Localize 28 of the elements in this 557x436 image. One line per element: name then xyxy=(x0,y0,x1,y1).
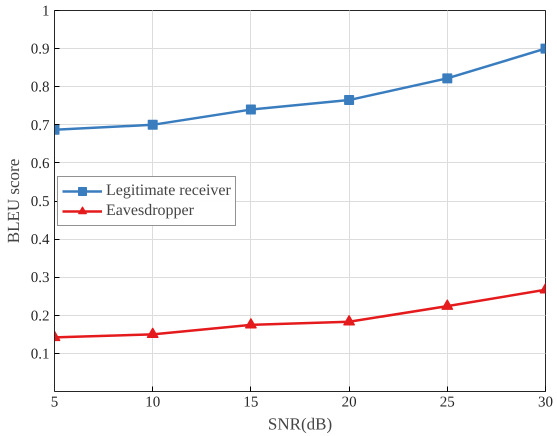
point xyxy=(246,104,256,115)
x-tick-label: 25 xyxy=(440,394,455,410)
x-axis-title: SNR(dB) xyxy=(268,414,332,434)
y-axis-title: BLEU score xyxy=(4,158,23,244)
y-tick-label: 0.3 xyxy=(30,270,50,286)
y-tick-label: 0.4 xyxy=(30,232,50,248)
y-tick-label: 0.9 xyxy=(30,42,50,58)
y-tick-label: 0.2 xyxy=(30,308,50,324)
x-tick-label: 30 xyxy=(538,394,553,410)
legend-label: Legitimate receiver xyxy=(106,182,231,200)
point xyxy=(441,299,454,310)
y-tick-label: 1 xyxy=(42,4,50,20)
x-tick-label: 5 xyxy=(50,394,58,410)
y-tick-label: 0.5 xyxy=(30,194,50,210)
point xyxy=(343,314,356,326)
x-tick-label: 20 xyxy=(342,394,357,410)
x-tick-label: 15 xyxy=(243,394,258,410)
point xyxy=(148,120,158,130)
x-tick-label: 10 xyxy=(145,394,160,410)
y-tick-label: 0.8 xyxy=(30,80,50,96)
point xyxy=(146,328,159,338)
y-tick-label: 0.6 xyxy=(30,156,50,172)
legend-label: Eavesdropper xyxy=(106,202,194,220)
point xyxy=(344,95,354,106)
y-tick-label: 0.1 xyxy=(30,346,50,362)
point xyxy=(244,318,257,328)
y-tick-label: 0.7 xyxy=(30,118,50,134)
point xyxy=(442,73,452,84)
